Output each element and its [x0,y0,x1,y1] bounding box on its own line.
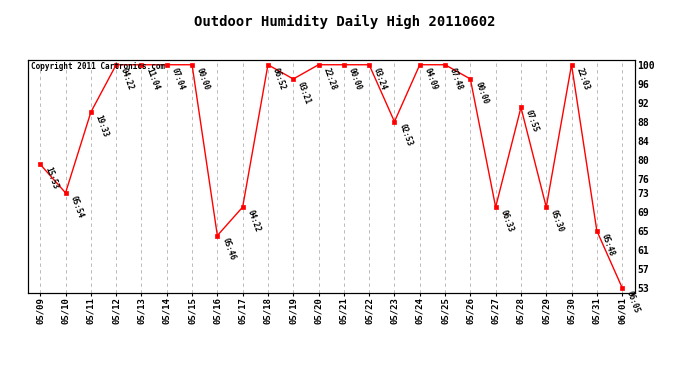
Text: 19:33: 19:33 [94,114,110,138]
Text: 07:48: 07:48 [448,66,464,91]
Text: 00:00: 00:00 [195,66,211,91]
Text: 00:00: 00:00 [346,66,363,91]
Text: 15:53: 15:53 [43,166,59,190]
Text: 03:24: 03:24 [372,66,388,91]
Text: 04:22: 04:22 [246,209,262,233]
Text: Copyright 2011 Cartronics.com: Copyright 2011 Cartronics.com [30,62,165,71]
Text: 05:54: 05:54 [68,194,85,219]
Text: 06:05: 06:05 [625,289,641,314]
Text: 06:33: 06:33 [498,209,515,233]
Text: 00:00: 00:00 [473,80,489,105]
Text: 04:22: 04:22 [119,66,135,91]
Text: Outdoor Humidity Daily High 20110602: Outdoor Humidity Daily High 20110602 [195,15,495,29]
Text: 05:48: 05:48 [600,232,616,257]
Text: 07:04: 07:04 [170,66,186,91]
Text: 05:46: 05:46 [220,237,237,262]
Text: 11:04: 11:04 [144,66,161,91]
Text: 05:30: 05:30 [549,209,565,233]
Text: 02:53: 02:53 [397,123,413,148]
Text: 06:52: 06:52 [270,66,287,91]
Text: 22:28: 22:28 [322,66,337,91]
Text: 04:09: 04:09 [422,66,439,91]
Text: 07:55: 07:55 [524,109,540,134]
Text: 22:03: 22:03 [574,66,591,91]
Text: 03:21: 03:21 [296,80,313,105]
